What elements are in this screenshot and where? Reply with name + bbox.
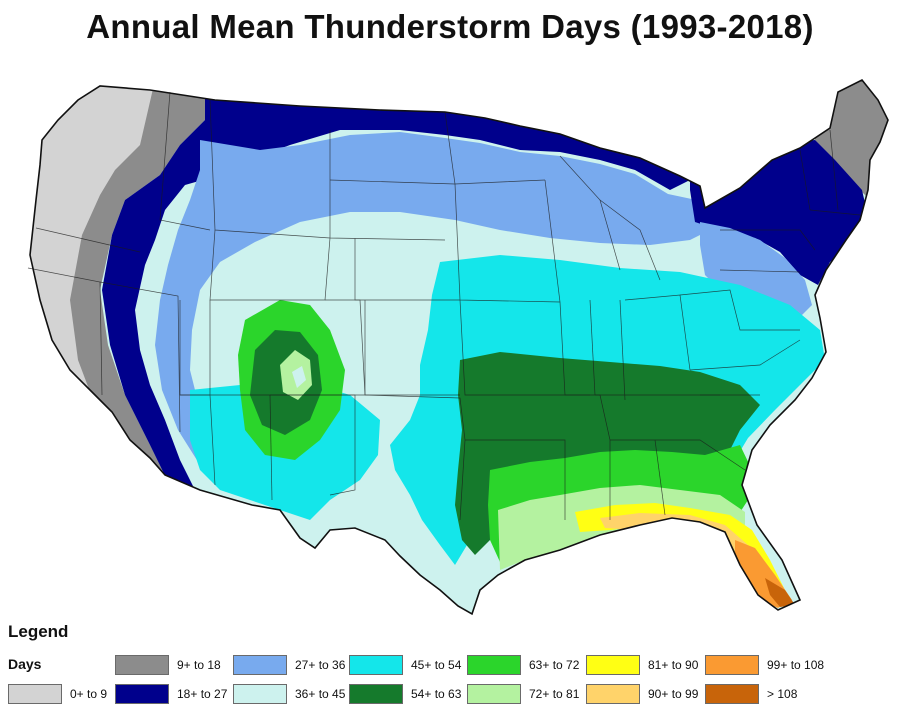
legend-label: 72+ to 81 bbox=[529, 687, 580, 701]
band-36-45-rockies-core bbox=[292, 366, 306, 388]
legend-label: 63+ to 72 bbox=[529, 658, 580, 672]
legend-label: 54+ to 63 bbox=[411, 687, 462, 701]
legend-item-99-108: 99+ to 108 bbox=[705, 654, 824, 676]
legend-item-9-18: 9+ to 18 bbox=[115, 654, 221, 676]
legend-item-54-63: 54+ to 63 bbox=[349, 683, 461, 705]
legend-swatch bbox=[467, 684, 521, 704]
band-9-18-west bbox=[70, 80, 210, 495]
legend-label: 90+ to 99 bbox=[648, 687, 699, 701]
legend-swatch bbox=[115, 684, 169, 704]
legend-swatch bbox=[233, 684, 287, 704]
legend-subheading: Days bbox=[8, 656, 42, 672]
legend-label: 36+ to 45 bbox=[295, 687, 346, 701]
band-90-99-florida bbox=[600, 513, 780, 605]
legend-item-36-45: 36+ to 45 bbox=[233, 683, 345, 705]
legend-heading: Legend bbox=[8, 622, 69, 641]
band-27-36-north bbox=[155, 132, 720, 465]
legend-label: 27+ to 36 bbox=[295, 658, 346, 672]
legend-swatch bbox=[586, 684, 640, 704]
legend-swatch bbox=[233, 655, 287, 675]
legend-item-63-72: 63+ to 72 bbox=[467, 654, 579, 676]
band-108-plus-florida bbox=[765, 578, 795, 607]
legend-label: 45+ to 54 bbox=[411, 658, 462, 672]
legend-swatch bbox=[349, 655, 403, 675]
legend-item-gt-108: > 108 bbox=[705, 683, 797, 705]
legend-label: 0+ to 9 bbox=[70, 687, 108, 701]
legend-item-45-54: 45+ to 54 bbox=[349, 654, 461, 676]
legend-swatch bbox=[349, 684, 403, 704]
legend-swatch bbox=[115, 655, 169, 675]
legend-item-18-27: 18+ to 27 bbox=[115, 683, 227, 705]
us-outline bbox=[29, 78, 889, 616]
legend-label: 18+ to 27 bbox=[177, 687, 228, 701]
legend-label: > 108 bbox=[767, 687, 798, 701]
legend-swatch bbox=[705, 684, 759, 704]
legend-swatch bbox=[467, 655, 521, 675]
legend-label: 81+ to 90 bbox=[648, 658, 699, 672]
legend-label: 9+ to 18 bbox=[177, 658, 221, 672]
band-27-36-northeast bbox=[700, 222, 812, 322]
legend-item-0-9: 0+ to 9 bbox=[8, 683, 107, 705]
legend-swatch bbox=[705, 655, 759, 675]
map-title: Annual Mean Thunderstorm Days (1993-2018… bbox=[86, 8, 814, 45]
legend-item-27-36: 27+ to 36 bbox=[233, 654, 345, 676]
legend-swatch bbox=[586, 655, 640, 675]
legend-item-90-99: 90+ to 99 bbox=[586, 683, 698, 705]
state-borders bbox=[27, 91, 861, 521]
legend-swatch bbox=[8, 684, 62, 704]
legend-item-72-81: 72+ to 81 bbox=[467, 683, 579, 705]
legend-item-81-90: 81+ to 90 bbox=[586, 654, 698, 676]
legend-label: 99+ to 108 bbox=[767, 658, 825, 672]
